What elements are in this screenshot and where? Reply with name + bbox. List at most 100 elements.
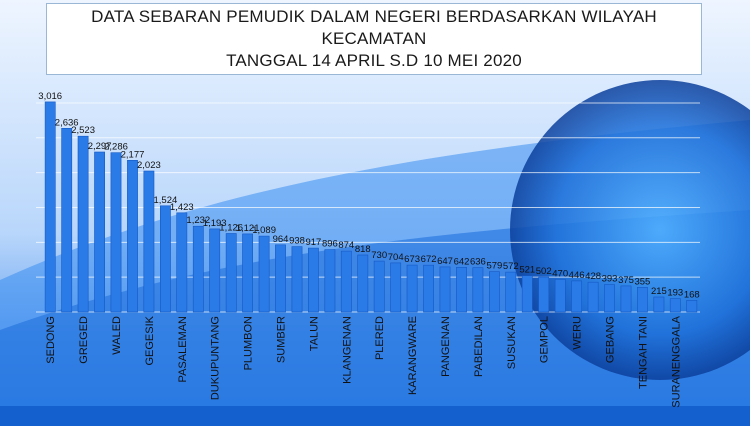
data-label: 572 xyxy=(503,261,519,272)
bar xyxy=(143,170,155,313)
data-label: 215 xyxy=(651,286,667,297)
data-label: 642 xyxy=(454,256,470,267)
category-label: SURANENGGALA xyxy=(670,315,682,407)
category-label: PASALEMAN xyxy=(177,316,189,382)
data-label: 355 xyxy=(634,276,650,287)
data-label: 704 xyxy=(388,252,404,263)
bar xyxy=(505,271,517,313)
bar xyxy=(258,235,270,313)
data-label: 874 xyxy=(338,240,354,251)
bar xyxy=(571,280,582,313)
category-label: SUSUKAN xyxy=(506,316,518,369)
data-label: 673 xyxy=(404,254,420,265)
bar xyxy=(686,299,698,313)
category-label: WALED xyxy=(111,316,123,355)
category-label: KLANGENAN xyxy=(341,316,353,384)
category-label: TENGAH TANI xyxy=(637,316,649,389)
bar xyxy=(587,281,599,313)
data-label: 428 xyxy=(585,271,601,282)
data-label: 446 xyxy=(569,270,585,281)
data-label: 2,177 xyxy=(121,149,145,160)
bar xyxy=(225,233,237,313)
data-label: 193 xyxy=(667,288,683,299)
bar xyxy=(538,276,550,313)
data-label: 647 xyxy=(437,256,453,267)
bar xyxy=(554,278,566,313)
bar xyxy=(192,225,204,313)
data-label: 964 xyxy=(273,234,289,245)
bar xyxy=(110,152,122,313)
bar xyxy=(160,205,171,313)
bar xyxy=(521,275,533,313)
data-label: 917 xyxy=(305,237,321,248)
data-label: 393 xyxy=(602,274,618,285)
chart-title-line-2: KECAMATAN xyxy=(321,29,427,48)
data-label: 1,193 xyxy=(203,218,227,229)
category-label: PLUMBON xyxy=(243,316,255,370)
data-label: 521 xyxy=(519,265,535,276)
bar xyxy=(423,264,434,313)
category-label: SEDONG xyxy=(45,316,57,364)
bar xyxy=(456,266,467,313)
bar xyxy=(653,296,665,313)
data-label: 502 xyxy=(536,266,552,277)
bar xyxy=(472,267,484,313)
data-label: 2,286 xyxy=(104,142,128,153)
bar xyxy=(61,128,73,313)
data-label: 1,524 xyxy=(154,195,178,206)
chart-title-box: DATA SEBARAN PEMUDIK DALAM NEGERI BERDAS… xyxy=(46,3,702,75)
bar xyxy=(488,271,500,313)
category-label: SUMBER xyxy=(276,316,288,363)
data-label: 636 xyxy=(470,257,486,268)
chart-title-line-3: TANGGAL 14 APRIL S.D 10 MEI 2020 xyxy=(226,51,522,70)
bar xyxy=(620,285,632,313)
data-label: 375 xyxy=(618,275,634,286)
bar xyxy=(373,260,385,313)
category-label: PABEDILAN xyxy=(473,316,485,377)
bar xyxy=(307,247,319,313)
bar xyxy=(340,250,352,313)
data-label: 2,636 xyxy=(55,117,79,128)
data-label: 1,126 xyxy=(219,223,243,234)
bar xyxy=(94,151,105,313)
bar xyxy=(357,254,369,313)
category-label: GEGESIK xyxy=(144,315,156,365)
category-label: GEBANG xyxy=(605,316,617,363)
data-label: 1,423 xyxy=(170,202,194,213)
bar xyxy=(439,266,451,313)
data-label: 470 xyxy=(552,268,568,279)
data-label: 3,016 xyxy=(38,91,62,102)
bar xyxy=(604,284,615,313)
bar xyxy=(291,246,303,313)
category-label: GEMPOL xyxy=(539,316,551,363)
bar xyxy=(209,228,221,313)
category-label: DUKUPUNTANG xyxy=(210,316,222,400)
bar xyxy=(77,135,89,313)
bar xyxy=(44,101,56,313)
category-label: WERU xyxy=(572,316,584,350)
data-label: 1,232 xyxy=(186,215,210,226)
bar xyxy=(324,249,336,313)
bar xyxy=(390,262,402,313)
data-label: 2,297 xyxy=(88,141,112,152)
category-label: GREGED xyxy=(78,316,90,364)
chart-title-line-1: DATA SEBARAN PEMUDIK DALAM NEGERI BERDAS… xyxy=(91,7,657,26)
bar xyxy=(127,160,138,313)
category-label: TALUN xyxy=(308,316,320,351)
data-label: 1,089 xyxy=(252,225,276,236)
category-label: PANGENAN xyxy=(440,316,452,377)
data-label: 579 xyxy=(486,261,502,272)
bar xyxy=(406,264,418,313)
data-label: 672 xyxy=(421,254,437,265)
bar xyxy=(242,233,253,313)
bar xyxy=(669,298,681,313)
data-label: 2,023 xyxy=(137,160,161,171)
bar xyxy=(275,244,286,313)
data-label: 818 xyxy=(355,244,371,255)
data-label: 730 xyxy=(371,250,387,261)
category-label: PLERED xyxy=(374,316,386,360)
data-label: 1,121 xyxy=(236,223,260,234)
category-label: KARANGWARE xyxy=(407,316,419,395)
bar xyxy=(636,286,648,313)
